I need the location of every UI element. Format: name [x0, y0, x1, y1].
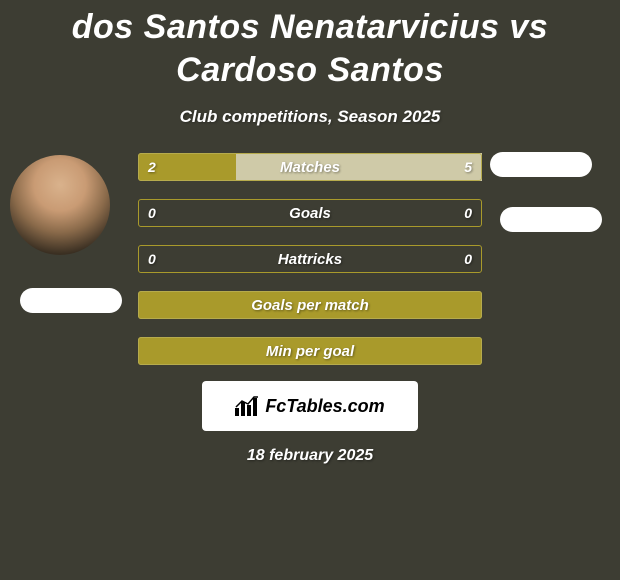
page-title: dos Santos Nenatarvicius vs Cardoso Sant…: [0, 0, 620, 93]
player-left-avatar: [10, 155, 110, 255]
brand-badge: FcTables.com: [202, 381, 418, 431]
date-label: 18 february 2025: [0, 447, 620, 465]
stat-row: Min per goal: [138, 337, 482, 365]
stat-right-value: 5: [464, 153, 472, 181]
stat-row: Goals per match: [138, 291, 482, 319]
stat-left-value: 0: [148, 245, 156, 273]
stat-label: Hattricks: [138, 245, 482, 273]
bar-chart-icon: [235, 396, 259, 416]
stat-bars: Matches25Goals00Hattricks00Goals per mat…: [138, 153, 482, 383]
stat-row: Goals0 0: [138, 199, 482, 227]
stat-label: Matches: [138, 153, 482, 181]
stat-label: Goals per match: [138, 291, 482, 319]
player-right-shadow: [500, 207, 602, 232]
stat-label: Goals: [138, 199, 482, 227]
player-right-avatar: [490, 152, 592, 177]
stat-right-value: 0: [464, 245, 472, 273]
stat-row: Matches2 5: [138, 153, 482, 181]
stat-left-value: 2: [148, 153, 156, 181]
subtitle: Club competitions, Season 2025: [0, 107, 620, 127]
stat-label: Min per goal: [138, 337, 482, 365]
stat-row: Hattricks0 0: [138, 245, 482, 273]
stat-right-value: 0: [464, 199, 472, 227]
brand-text: FcTables.com: [265, 396, 384, 417]
player-left-shadow: [20, 288, 122, 313]
stat-left-value: 0: [148, 199, 156, 227]
